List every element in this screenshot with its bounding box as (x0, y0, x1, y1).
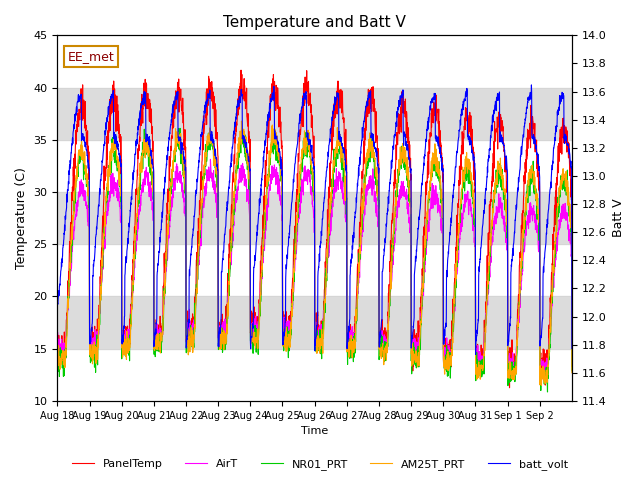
PanelTemp (237, 67, 245, 73)
batt_volt (527, 82, 535, 88)
AM25T_PRT (237, 118, 245, 124)
NR01_PRT (216, 339, 224, 345)
batt_volt (568, 346, 576, 351)
batt_volt (54, 300, 61, 305)
NR01_PRT (346, 349, 353, 355)
NR01_PRT (470, 199, 477, 205)
AM25T_PRT (561, 174, 569, 180)
Title: Temperature and Batt V: Temperature and Batt V (223, 15, 406, 30)
AirT (543, 375, 551, 381)
AM25T_PRT (470, 187, 477, 193)
Line: AM25T_PRT: AM25T_PRT (58, 121, 572, 385)
batt_volt (216, 325, 223, 331)
PanelTemp (568, 363, 576, 369)
Text: EE_met: EE_met (68, 50, 115, 63)
AirT (54, 336, 61, 341)
AM25T_PRT (538, 383, 545, 388)
PanelTemp (561, 132, 569, 138)
AirT (105, 200, 113, 206)
AirT (561, 216, 569, 221)
AM25T_PRT (105, 167, 113, 172)
PanelTemp (499, 118, 506, 124)
Y-axis label: Temperature (C): Temperature (C) (15, 167, 28, 269)
NR01_PRT (543, 389, 551, 395)
AM25T_PRT (568, 370, 576, 376)
batt_volt (469, 156, 477, 162)
Line: NR01_PRT: NR01_PRT (58, 128, 572, 392)
batt_volt (346, 328, 353, 334)
AirT (499, 214, 506, 219)
X-axis label: Time: Time (301, 426, 328, 436)
PanelTemp (54, 342, 61, 348)
AM25T_PRT (499, 176, 506, 181)
AirT (568, 363, 576, 369)
PanelTemp (216, 323, 223, 328)
NR01_PRT (176, 125, 184, 131)
Legend: PanelTemp, AirT, NR01_PRT, AM25T_PRT, batt_volt: PanelTemp, AirT, NR01_PRT, AM25T_PRT, ba… (68, 455, 572, 474)
AirT (346, 333, 353, 338)
Y-axis label: Batt V: Batt V (612, 199, 625, 238)
PanelTemp (506, 385, 513, 391)
PanelTemp (470, 147, 477, 153)
AirT (470, 225, 477, 231)
AirT (216, 323, 224, 329)
Line: AirT: AirT (58, 159, 572, 378)
Line: PanelTemp: PanelTemp (58, 70, 572, 388)
PanelTemp (346, 333, 353, 339)
AirT (207, 156, 214, 162)
NR01_PRT (499, 187, 506, 192)
AM25T_PRT (216, 345, 223, 351)
Bar (58, 192, 572, 244)
NR01_PRT (54, 352, 61, 358)
Line: batt_volt: batt_volt (58, 85, 572, 355)
AM25T_PRT (54, 360, 61, 366)
batt_volt (105, 108, 113, 113)
Bar (58, 297, 572, 348)
batt_volt (472, 352, 479, 358)
Bar (58, 87, 572, 140)
batt_volt (499, 137, 506, 143)
NR01_PRT (561, 177, 569, 183)
AM25T_PRT (346, 351, 353, 357)
NR01_PRT (105, 163, 113, 168)
batt_volt (561, 136, 569, 142)
NR01_PRT (568, 368, 576, 373)
PanelTemp (105, 130, 113, 135)
